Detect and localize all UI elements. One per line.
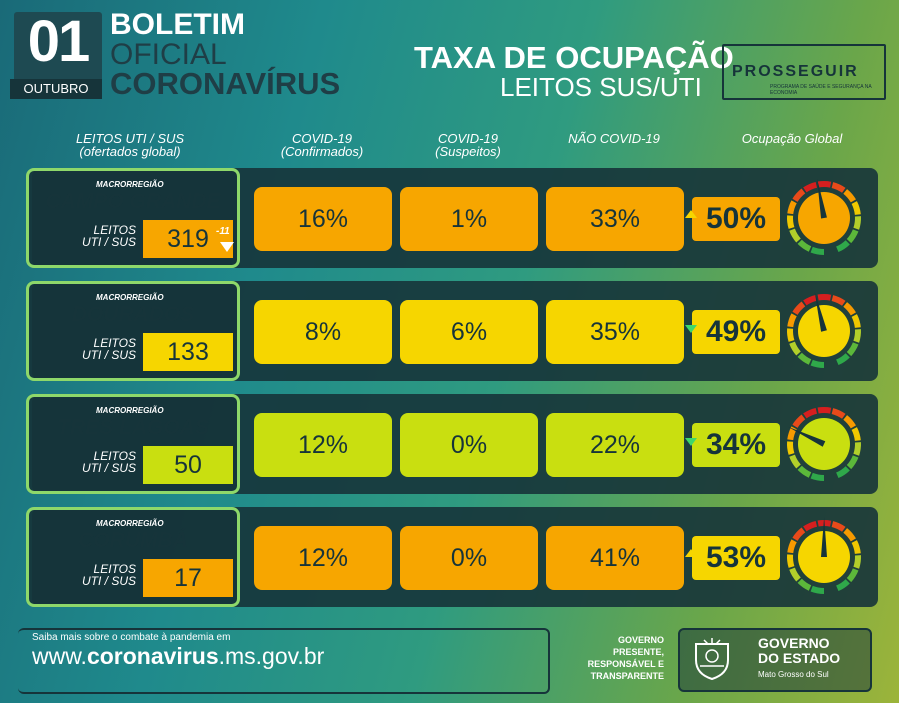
footer-slogan-line3: RESPONSÁVEL E (587, 659, 664, 669)
footer-url[interactable]: www.coronavirus.ms.gov.br (32, 643, 324, 670)
column-header-confirmed: COVID-19 (Confirmados) (252, 132, 392, 158)
global-occupancy: 34% (692, 423, 780, 467)
occupancy-gauge-icon (787, 517, 861, 594)
cell-suspected: 1% (400, 187, 538, 251)
beds-label: LEITOS UTI / SUS (76, 450, 136, 474)
region-name: CAMPO GRANDE (45, 190, 221, 213)
trend-down-icon (685, 325, 697, 333)
government-name: GOVERNO DO ESTADO (758, 636, 840, 666)
beds-label-line1: LEITOS (93, 223, 136, 237)
column-header-non-covid: NÃO COVID-19 (568, 131, 660, 146)
prosseguir-logo (722, 44, 886, 100)
beds-count: 17 (143, 559, 233, 597)
region-name: DOURADOS (71, 303, 195, 326)
occupancy-gauge-icon (787, 292, 861, 368)
region-name-box (26, 394, 240, 494)
government-state: Mato Grosso do Sul (758, 670, 829, 679)
beds-label-line2: UTI / SUS (81, 348, 136, 362)
column-header-global: Ocupação Global (741, 131, 843, 146)
beds-label-line1: LEITOS (93, 449, 136, 463)
beds-down-arrow-icon (220, 242, 234, 252)
footer-link-box (18, 628, 550, 694)
occupancy-gauge-icon (787, 407, 861, 481)
column-header-suspected: COVID-19 (Suspeitos) (398, 132, 538, 158)
beds-count: 50 (143, 446, 233, 484)
beds-label-line2: UTI / SUS (81, 461, 136, 475)
column-header-beds-line1: LEITOS UTI / SUS (75, 131, 185, 146)
cell-non-covid: 41% (546, 526, 684, 590)
government-name-line1: GOVERNO (758, 635, 830, 651)
government-logo-box (678, 628, 872, 692)
macro-label: MACRORREGIÃO (96, 519, 164, 528)
trend-down-icon (685, 438, 697, 446)
footer-slogan-line1: GOVERNO (617, 635, 664, 645)
footer-slogan-line2: PRESENTE, (612, 647, 664, 657)
cell-non-covid: 35% (546, 300, 684, 364)
global-occupancy: 50% (692, 197, 780, 241)
beds-label: LEITOS UTI / SUS (76, 224, 136, 248)
region-name-box (26, 507, 240, 607)
footer-learn-more: Saiba mais sobre o combate à pandemia em (32, 632, 231, 643)
government-name-line2: DO ESTADO (758, 650, 841, 666)
cell-suspected: 0% (400, 413, 538, 477)
beds-label-line1: LEITOS (93, 562, 136, 576)
macro-label: MACRORREGIÃO (96, 180, 164, 189)
page-subtitle: LEITOS SUS/UTI (500, 72, 702, 102)
cell-confirmed: 8% (254, 300, 392, 364)
bulletin-title-1: BOLETIM (110, 8, 245, 41)
cell-confirmed: 12% (254, 526, 392, 590)
cell-suspected: 0% (400, 526, 538, 590)
trend-up-icon (685, 210, 697, 218)
beds-label-line2: UTI / SUS (81, 235, 136, 249)
macro-label: MACRORREGIÃO (96, 293, 164, 302)
beds-change: -11 (216, 226, 230, 237)
column-header-beds-line2: (ofertados global) (79, 144, 181, 159)
macro-label: MACRORREGIÃO (96, 406, 164, 415)
trend-up-icon (685, 549, 697, 557)
prosseguir-logo-subtitle: PROGRAMA DE SAÚDE E SEGURANÇA NA ECONOMI… (770, 84, 872, 96)
beds-label-line2: UTI / SUS (81, 574, 136, 588)
region-name: TRÊS LAGOAS (57, 416, 209, 439)
beds-label-line1: LEITOS (93, 336, 136, 350)
bulletin-title-2: OFICIAL (110, 38, 227, 71)
cell-confirmed: 16% (254, 187, 392, 251)
cell-non-covid: 33% (546, 187, 684, 251)
date-month: OUTUBRO (10, 79, 102, 99)
date-day: 01 (27, 9, 91, 74)
global-occupancy: 53% (692, 536, 780, 580)
occupancy-gauge-icon (787, 178, 861, 255)
prosseguir-logo-text: PROSSEGUIR (732, 63, 859, 80)
beds-count: 319 (143, 220, 233, 258)
region-name: CORUMBÁ (78, 529, 188, 552)
column-header-beds: LEITOS UTI / SUS (ofertados global) (40, 132, 220, 158)
column-header-suspected-line1: COVID-19 (438, 131, 498, 146)
beds-label: LEITOS UTI / SUS (76, 337, 136, 361)
bulletin-title-3: CORONAVÍRUS (110, 66, 341, 101)
cell-suspected: 6% (400, 300, 538, 364)
column-header-confirmed-line2: (Confirmados) (280, 144, 364, 159)
footer-url-suffix: .ms.gov.br (218, 643, 325, 669)
footer-slogan: GOVERNO PRESENTE, RESPONSÁVEL E TRANSPAR… (560, 634, 664, 682)
footer-slogan-line4: TRANSPARENTE (590, 671, 664, 681)
page-title: TAXA DE OCUPAÇÃO (414, 40, 734, 75)
cell-confirmed: 12% (254, 413, 392, 477)
beds-label: LEITOS UTI / SUS (76, 563, 136, 587)
global-occupancy: 49% (692, 310, 780, 354)
beds-count: 133 (143, 333, 233, 371)
column-header-suspected-line2: (Suspeitos) (435, 144, 501, 159)
state-crest-icon (695, 638, 729, 681)
footer-url-prefix: www. (32, 643, 87, 669)
cell-non-covid: 22% (546, 413, 684, 477)
column-header-confirmed-line1: COVID-19 (292, 131, 352, 146)
footer-url-bold: coronavirus (86, 643, 219, 669)
